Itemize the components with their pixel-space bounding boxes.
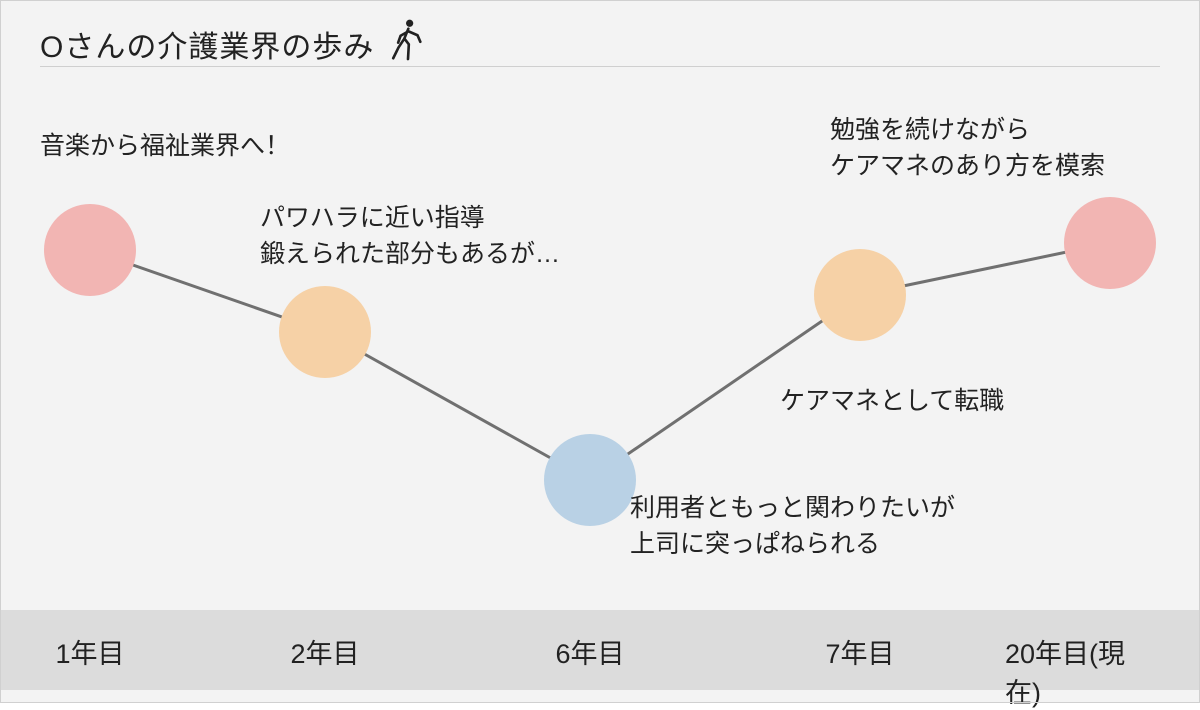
page-title: Oさんの介護業界の歩み xyxy=(40,22,374,66)
timeline-node-y1 xyxy=(44,204,136,296)
walking-person-icon xyxy=(388,18,428,69)
timeline-node-y6 xyxy=(544,434,636,526)
annotation-y20: 勉強を続けながら ケアマネのあり方を模索 xyxy=(830,112,1105,185)
xaxis-label-y1: 1年目 xyxy=(55,632,124,671)
timeline-node-y20 xyxy=(1064,197,1156,289)
annotation-y1: 音楽から福祉業界へ！ xyxy=(40,128,290,164)
xaxis-label-y6: 6年目 xyxy=(555,632,624,671)
annotation-y7: ケアマネとして転職 xyxy=(780,383,1004,419)
xaxis-label-y2: 2年目 xyxy=(290,632,359,671)
annotation-y2: パワハラに近い指導 鍛えられた部分もあるが… xyxy=(260,200,560,273)
xaxis-label-y7: 7年目 xyxy=(825,632,894,671)
annotation-y6: 利用者ともっと関わりたいが 上司に突っぱねられる xyxy=(630,490,955,563)
xaxis-label-y20: 20年目(現在) xyxy=(1005,632,1135,710)
background xyxy=(0,0,1200,703)
timeline-node-y2 xyxy=(279,286,371,378)
title-block: Oさんの介護業界の歩み xyxy=(40,18,428,69)
timeline-node-y7 xyxy=(814,249,906,341)
title-underline xyxy=(40,66,1160,67)
